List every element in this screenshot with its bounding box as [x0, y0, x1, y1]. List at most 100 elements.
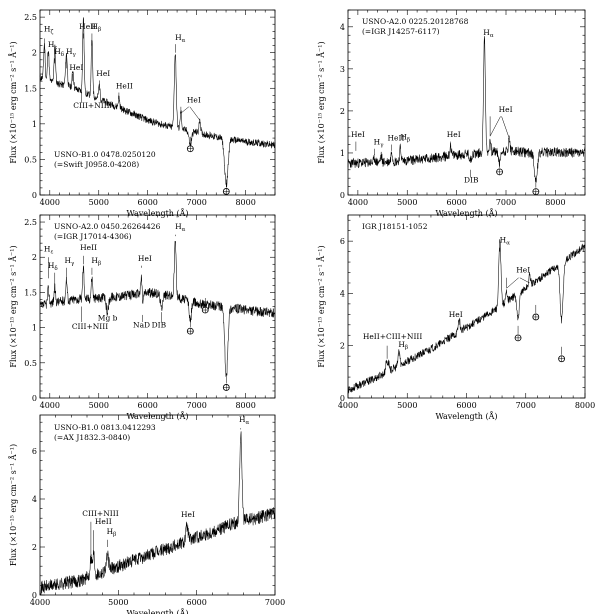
- x-tick-label: 7000: [186, 401, 206, 410]
- spectrum-line: [39, 240, 276, 378]
- y-tick-label: 2.5: [24, 218, 37, 227]
- line-label: Hγ: [64, 256, 75, 267]
- x-axis-label: Wavelength (Å): [435, 209, 497, 218]
- line-label-leader: [501, 116, 510, 139]
- panel-subtitle: (=Swift J0958.0-4208): [54, 160, 139, 169]
- line-label: Hα: [175, 33, 186, 44]
- x-tick-label: 7000: [186, 198, 206, 207]
- line-label: Hγ: [374, 138, 385, 149]
- spectrum-panel-C: 4000 5000 6000 7000 8000 0 0.5 1 1.5 2 2.5 Waveleng…: [9, 214, 276, 421]
- panel-title: USNO-B1.0 0478.0250120: [54, 150, 156, 159]
- line-label: Hβ: [398, 340, 408, 351]
- y-tick-label: 4: [32, 495, 37, 504]
- line-label: HeII: [79, 22, 96, 31]
- line-label: Hβ: [91, 256, 101, 267]
- panel-title: USNO-B1.0 0813.0412293: [54, 423, 156, 432]
- y-tick-label: 0.5: [24, 155, 37, 164]
- line-label-subscript: α: [182, 38, 186, 44]
- line-label: Hε: [48, 40, 58, 51]
- y-tick-label: 0: [32, 394, 37, 403]
- y-tick-label: 0: [32, 591, 37, 600]
- y-tick-label: 0: [340, 191, 345, 200]
- y-tick-label: 6: [32, 447, 37, 456]
- line-label: HeI: [447, 130, 461, 139]
- x-tick-label: 4000: [40, 401, 60, 410]
- y-tick-label: 1: [340, 149, 345, 158]
- x-tick-label: 6000: [456, 401, 476, 410]
- line-label: Mg b: [98, 314, 118, 323]
- y-tick-label: 2.5: [24, 13, 37, 22]
- panel-title: IGR J18151-1052: [362, 222, 428, 231]
- y-tick-label: 1.5: [24, 84, 37, 93]
- line-label: Hβ: [400, 133, 410, 144]
- line-label: HeI: [138, 254, 152, 263]
- line-label-subscript: γ: [72, 52, 76, 58]
- x-tick-label: 5000: [89, 198, 109, 207]
- line-label: Hζ: [44, 24, 54, 35]
- x-tick-label: 5000: [108, 598, 128, 607]
- x-axis-label: Wavelength (Å): [126, 209, 188, 218]
- x-tick-label: 5000: [397, 198, 417, 207]
- y-tick-label: 4: [340, 23, 345, 32]
- panel-subtitle: (=IGR J17014-4306): [54, 232, 132, 241]
- line-label: CIII+NIII: [82, 509, 118, 518]
- y-tick-label: 0: [340, 394, 345, 403]
- y-axis-label: Flux (×10⁻¹⁵ erg cm⁻² s⁻¹ Å⁻¹): [317, 41, 326, 163]
- x-tick-label: 6000: [186, 598, 206, 607]
- line-label: Hβ: [107, 527, 117, 538]
- line-label-leader: [519, 277, 530, 284]
- plot-frame: [347, 9, 586, 196]
- line-label-subscript: γ: [71, 261, 75, 267]
- y-tick-label: 0: [32, 191, 37, 200]
- y-tick-label: 1.5: [24, 288, 37, 297]
- x-tick-label: 8000: [575, 401, 595, 410]
- y-tick-label: 3: [340, 65, 345, 74]
- line-label-subscript: α: [182, 227, 186, 233]
- x-tick-label: 7000: [496, 198, 516, 207]
- line-label: Hγ: [66, 47, 77, 58]
- x-tick-label: 7000: [265, 598, 285, 607]
- panel-subtitle: (=IGR J14257-6117): [362, 27, 440, 36]
- y-tick-label: 2: [32, 543, 37, 552]
- x-tick-label: 8000: [235, 401, 255, 410]
- x-tick-label: 4000: [40, 198, 60, 207]
- y-tick-label: 0.5: [24, 359, 37, 368]
- x-axis-label: Wavelength (Å): [435, 412, 497, 421]
- x-axis-label: Wavelength (Å): [126, 412, 188, 421]
- line-label-subscript: β: [407, 138, 410, 144]
- y-tick-label: 2: [340, 342, 345, 351]
- line-label: HeII: [80, 243, 97, 252]
- line-label: CIII+NIII: [73, 101, 109, 110]
- y-tick-label: 1: [32, 324, 37, 333]
- y-axis-label: Flux (×10⁻¹⁵ erg cm⁻² s⁻¹ Å⁻¹): [317, 245, 326, 367]
- x-tick-label: 6000: [446, 198, 466, 207]
- line-label: Hα: [175, 222, 186, 233]
- spectrum-panel-E: 4000 5000 6000 7000 0 2 4 6 Wavelength (Å) Flux (…: [9, 414, 285, 614]
- spectrum-panel-A: 4000 5000 6000 7000 8000 0 0.5 1 1.5 2 2.5 Waveleng…: [9, 9, 276, 218]
- panel-title: USNO-A2.0 0450.26264426: [54, 222, 161, 231]
- spectrum-line: [347, 239, 586, 394]
- line-label: HeII+CIII+NIII: [363, 332, 423, 341]
- x-tick-label: 6000: [138, 198, 158, 207]
- line-label-subscript: α: [246, 420, 250, 426]
- line-label: Hα: [500, 235, 511, 246]
- y-axis-label: Flux (×10⁻¹⁵ erg cm⁻² s⁻¹ Å⁻¹): [9, 41, 18, 163]
- line-label: HeI: [516, 266, 530, 275]
- y-axis-label: Flux (×10⁻¹⁵ erg cm⁻² s⁻¹ Å⁻¹): [9, 245, 18, 367]
- x-tick-label: 4000: [348, 198, 368, 207]
- line-label: DIB: [152, 321, 167, 330]
- plot-frame: [347, 214, 586, 399]
- line-label: Hα: [483, 28, 494, 39]
- spectrum-panel-B: 4000 5000 6000 7000 8000 0 1 2 3 4 Wavelength (Å) F…: [317, 9, 586, 218]
- line-label: Hδ: [54, 47, 65, 58]
- line-label-leader: [489, 116, 501, 137]
- spectrum-line: [39, 17, 276, 188]
- x-tick-label: 4000: [338, 401, 358, 410]
- line-label: HeII: [95, 517, 112, 526]
- line-label: HeI: [499, 105, 513, 114]
- y-tick-label: 4: [340, 289, 345, 298]
- line-label: HeI: [449, 310, 463, 319]
- line-label: HeI: [69, 63, 83, 72]
- line-label-subscript: ε: [54, 45, 57, 51]
